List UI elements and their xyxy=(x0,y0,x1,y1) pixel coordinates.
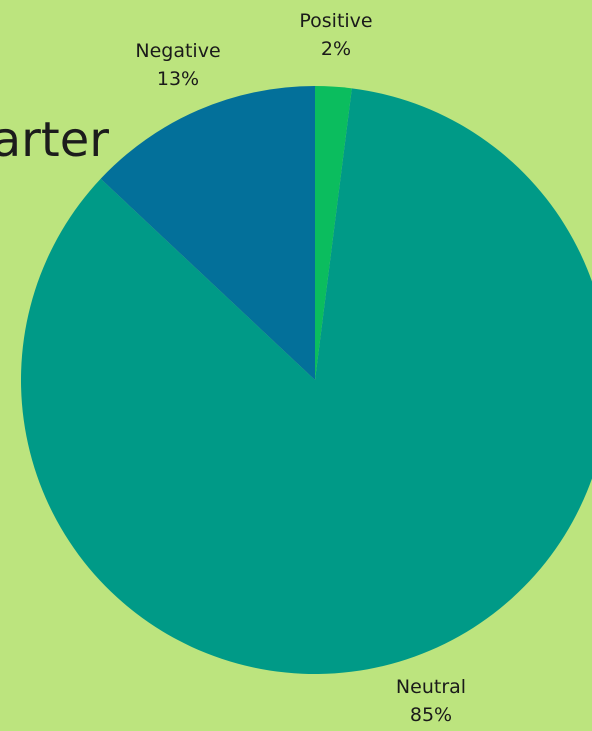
slice-label-neutral: Neutral xyxy=(396,676,466,698)
slice-label-positive: Positive xyxy=(299,10,372,32)
slice-value-positive: 2% xyxy=(321,38,351,60)
slice-label-negative: Negative xyxy=(135,40,220,62)
slice-value-negative: 13% xyxy=(157,68,199,90)
slide-title: arter xyxy=(0,112,109,168)
pie-slice-negative xyxy=(100,86,316,380)
slice-value-neutral: 85% xyxy=(410,704,452,726)
pie-slice-neutral xyxy=(21,88,592,674)
pie-slice-positive xyxy=(315,86,352,380)
